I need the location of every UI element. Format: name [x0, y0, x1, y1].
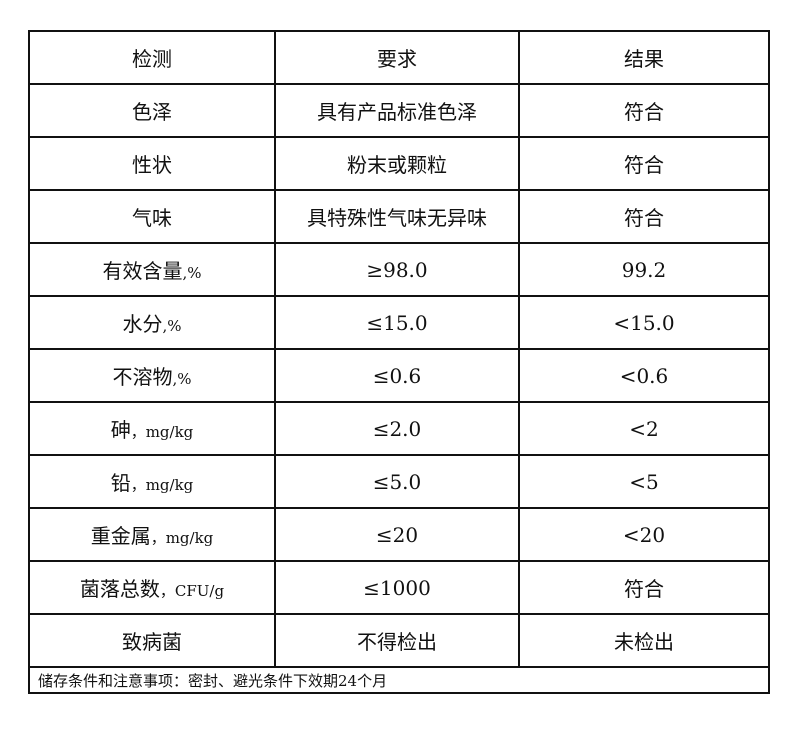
- requirement-cell: ≤15.0: [274, 295, 520, 350]
- item-unit: ，mg/kg: [130, 476, 194, 494]
- item-name: 色泽: [132, 100, 172, 124]
- header-row: 检测 要求 结果: [28, 30, 770, 85]
- result-cell: 99.2: [518, 242, 770, 297]
- item-name: 菌落总数: [79, 577, 160, 601]
- result-cell: <5: [518, 454, 770, 509]
- item-cell: 菌落总数，CFU/g: [28, 560, 276, 615]
- result-cell: 符合: [518, 189, 770, 244]
- requirement-cell: ≤0.6: [274, 348, 520, 403]
- table-row: 水分,% ≤15.0 <15.0: [28, 295, 770, 350]
- result-cell: <15.0: [518, 295, 770, 350]
- item-cell: 水分,%: [28, 295, 276, 350]
- item-name: 水分: [122, 312, 163, 336]
- requirement-cell: ≤2.0: [274, 401, 520, 456]
- item-cell: 致病菌: [28, 613, 276, 668]
- item-name: 砷: [110, 418, 131, 442]
- item-cell: 有效含量,%: [28, 242, 276, 297]
- table-row: 铅，mg/kg ≤5.0 <5: [28, 454, 770, 509]
- requirement-cell: ≤1000: [274, 560, 520, 615]
- result-cell: 未检出: [518, 613, 770, 668]
- item-cell: 砷，mg/kg: [28, 401, 276, 456]
- item-cell: 不溶物,%: [28, 348, 276, 403]
- requirement-cell: 具特殊性气味无异味: [274, 189, 520, 244]
- item-unit: ,%: [172, 370, 192, 388]
- requirement-cell: 具有产品标准色泽: [274, 83, 520, 138]
- header-cell-requirement: 要求: [274, 30, 520, 85]
- item-cell: 色泽: [28, 83, 276, 138]
- result-cell: <0.6: [518, 348, 770, 403]
- table-row: 菌落总数，CFU/g ≤1000 符合: [28, 560, 770, 615]
- result-cell: 符合: [518, 136, 770, 191]
- table-row: 致病菌 不得检出 未检出: [28, 613, 770, 668]
- table-row: 重金属，mg/kg ≤20 <20: [28, 507, 770, 562]
- requirement-cell: ≥98.0: [274, 242, 520, 297]
- header-cell-test: 检测: [28, 30, 276, 85]
- item-unit: ,%: [162, 317, 182, 335]
- result-cell: <2: [518, 401, 770, 456]
- item-name: 致病菌: [122, 630, 182, 654]
- item-unit: ,%: [182, 264, 202, 282]
- result-cell: 符合: [518, 83, 770, 138]
- header-cell-result: 结果: [518, 30, 770, 85]
- table-row: 气味 具特殊性气味无异味 符合: [28, 189, 770, 244]
- item-name: 气味: [132, 206, 172, 230]
- storage-note: 储存条件和注意事项：密封、避光条件下效期24个月: [28, 666, 770, 694]
- footer-row: 储存条件和注意事项：密封、避光条件下效期24个月: [28, 666, 770, 694]
- item-name: 有效含量: [102, 259, 183, 283]
- result-cell: 符合: [518, 560, 770, 615]
- requirement-cell: ≤20: [274, 507, 520, 562]
- table-row: 不溶物,% ≤0.6 <0.6: [28, 348, 770, 403]
- table-row: 色泽 具有产品标准色泽 符合: [28, 83, 770, 138]
- item-unit: ，mg/kg: [130, 423, 194, 441]
- item-unit: ，CFU/g: [159, 582, 225, 600]
- item-name: 重金属: [90, 524, 151, 548]
- requirement-cell: 不得检出: [274, 613, 520, 668]
- inspection-table: 检测 要求 结果 色泽 具有产品标准色泽 符合 性状 粉末或颗粒 符合 气味 具特殊性气味无异…: [28, 30, 770, 694]
- item-cell: 气味: [28, 189, 276, 244]
- requirement-cell: ≤5.0: [274, 454, 520, 509]
- table-row: 性状 粉末或颗粒 符合: [28, 136, 770, 191]
- item-unit: ，mg/kg: [150, 529, 214, 547]
- item-name: 不溶物: [112, 365, 173, 389]
- item-cell: 铅，mg/kg: [28, 454, 276, 509]
- result-cell: <20: [518, 507, 770, 562]
- item-name: 铅: [110, 471, 131, 495]
- item-cell: 重金属，mg/kg: [28, 507, 276, 562]
- table-row: 砷，mg/kg ≤2.0 <2: [28, 401, 770, 456]
- requirement-cell: 粉末或颗粒: [274, 136, 520, 191]
- item-cell: 性状: [28, 136, 276, 191]
- item-name: 性状: [132, 153, 172, 177]
- table-row: 有效含量,% ≥98.0 99.2: [28, 242, 770, 297]
